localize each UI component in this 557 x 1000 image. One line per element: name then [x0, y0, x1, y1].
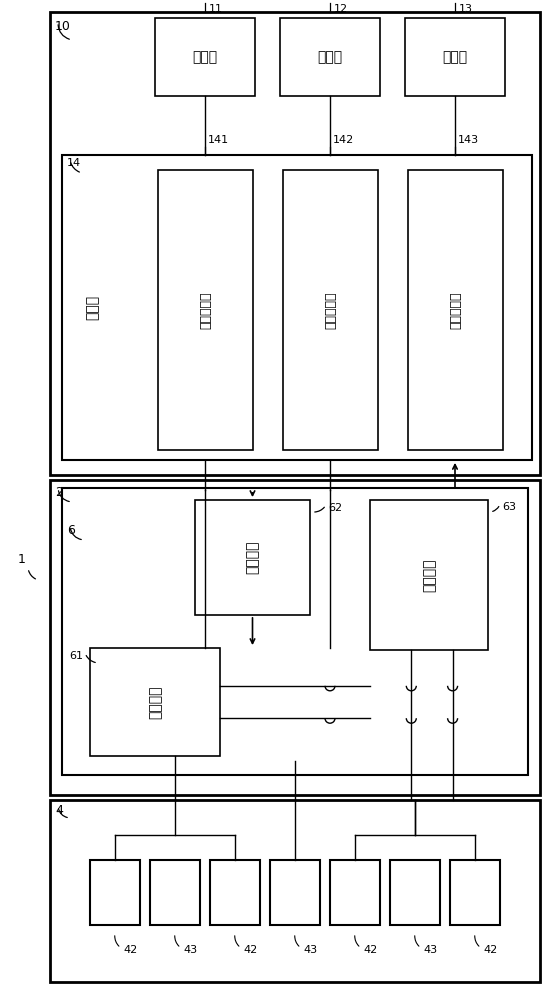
Text: 操作部: 操作部	[192, 50, 218, 64]
Bar	[50, 12, 540, 475]
Bar	[270, 860, 320, 925]
Text: 42: 42	[483, 945, 497, 955]
Text: 13: 13	[459, 4, 473, 14]
Text: 6: 6	[67, 524, 75, 537]
Text: 11: 11	[209, 4, 223, 14]
Bar	[390, 860, 440, 925]
Text: 63: 63	[502, 502, 516, 512]
Text: 收发控制部: 收发控制部	[199, 291, 212, 329]
Text: 43: 43	[303, 945, 317, 955]
Text: 控制部: 控制部	[85, 295, 99, 320]
Text: 信号处理部: 信号处理部	[449, 291, 462, 329]
Bar	[210, 860, 260, 925]
Text: 存储部: 存储部	[442, 50, 467, 64]
Text: 14: 14	[67, 158, 81, 168]
Text: 4: 4	[55, 804, 63, 817]
Text: 发送电路: 发送电路	[246, 541, 260, 574]
Text: 2: 2	[55, 486, 63, 499]
Bar	[50, 800, 540, 982]
Bar	[90, 860, 140, 925]
Bar	[405, 18, 505, 96]
Text: 42: 42	[363, 945, 377, 955]
Bar	[283, 170, 378, 450]
Text: 10: 10	[55, 20, 71, 33]
Text: 42: 42	[123, 945, 137, 955]
Text: 12: 12	[334, 4, 348, 14]
Text: 接收电路: 接收电路	[422, 558, 436, 592]
Text: 62: 62	[328, 503, 342, 513]
Bar	[450, 860, 500, 925]
Text: 显示部: 显示部	[317, 50, 343, 64]
Text: 谐波处理部: 谐波处理部	[324, 291, 337, 329]
Text: 61: 61	[69, 651, 83, 661]
Bar	[155, 18, 255, 96]
Bar	[408, 170, 503, 450]
Bar	[90, 648, 220, 756]
Text: 43: 43	[423, 945, 437, 955]
Text: 43: 43	[183, 945, 197, 955]
Bar	[330, 860, 380, 925]
Bar	[50, 480, 540, 795]
Text: 42: 42	[243, 945, 257, 955]
Bar	[158, 170, 253, 450]
Text: 142: 142	[333, 135, 354, 145]
Text: 1: 1	[18, 553, 26, 566]
Bar	[195, 500, 310, 615]
Bar	[280, 18, 380, 96]
Bar	[150, 860, 200, 925]
Text: 143: 143	[458, 135, 479, 145]
Bar	[62, 155, 532, 460]
Bar	[62, 488, 528, 775]
Bar	[370, 500, 488, 650]
Text: 选择电路: 选择电路	[148, 685, 162, 719]
Text: 141: 141	[208, 135, 229, 145]
